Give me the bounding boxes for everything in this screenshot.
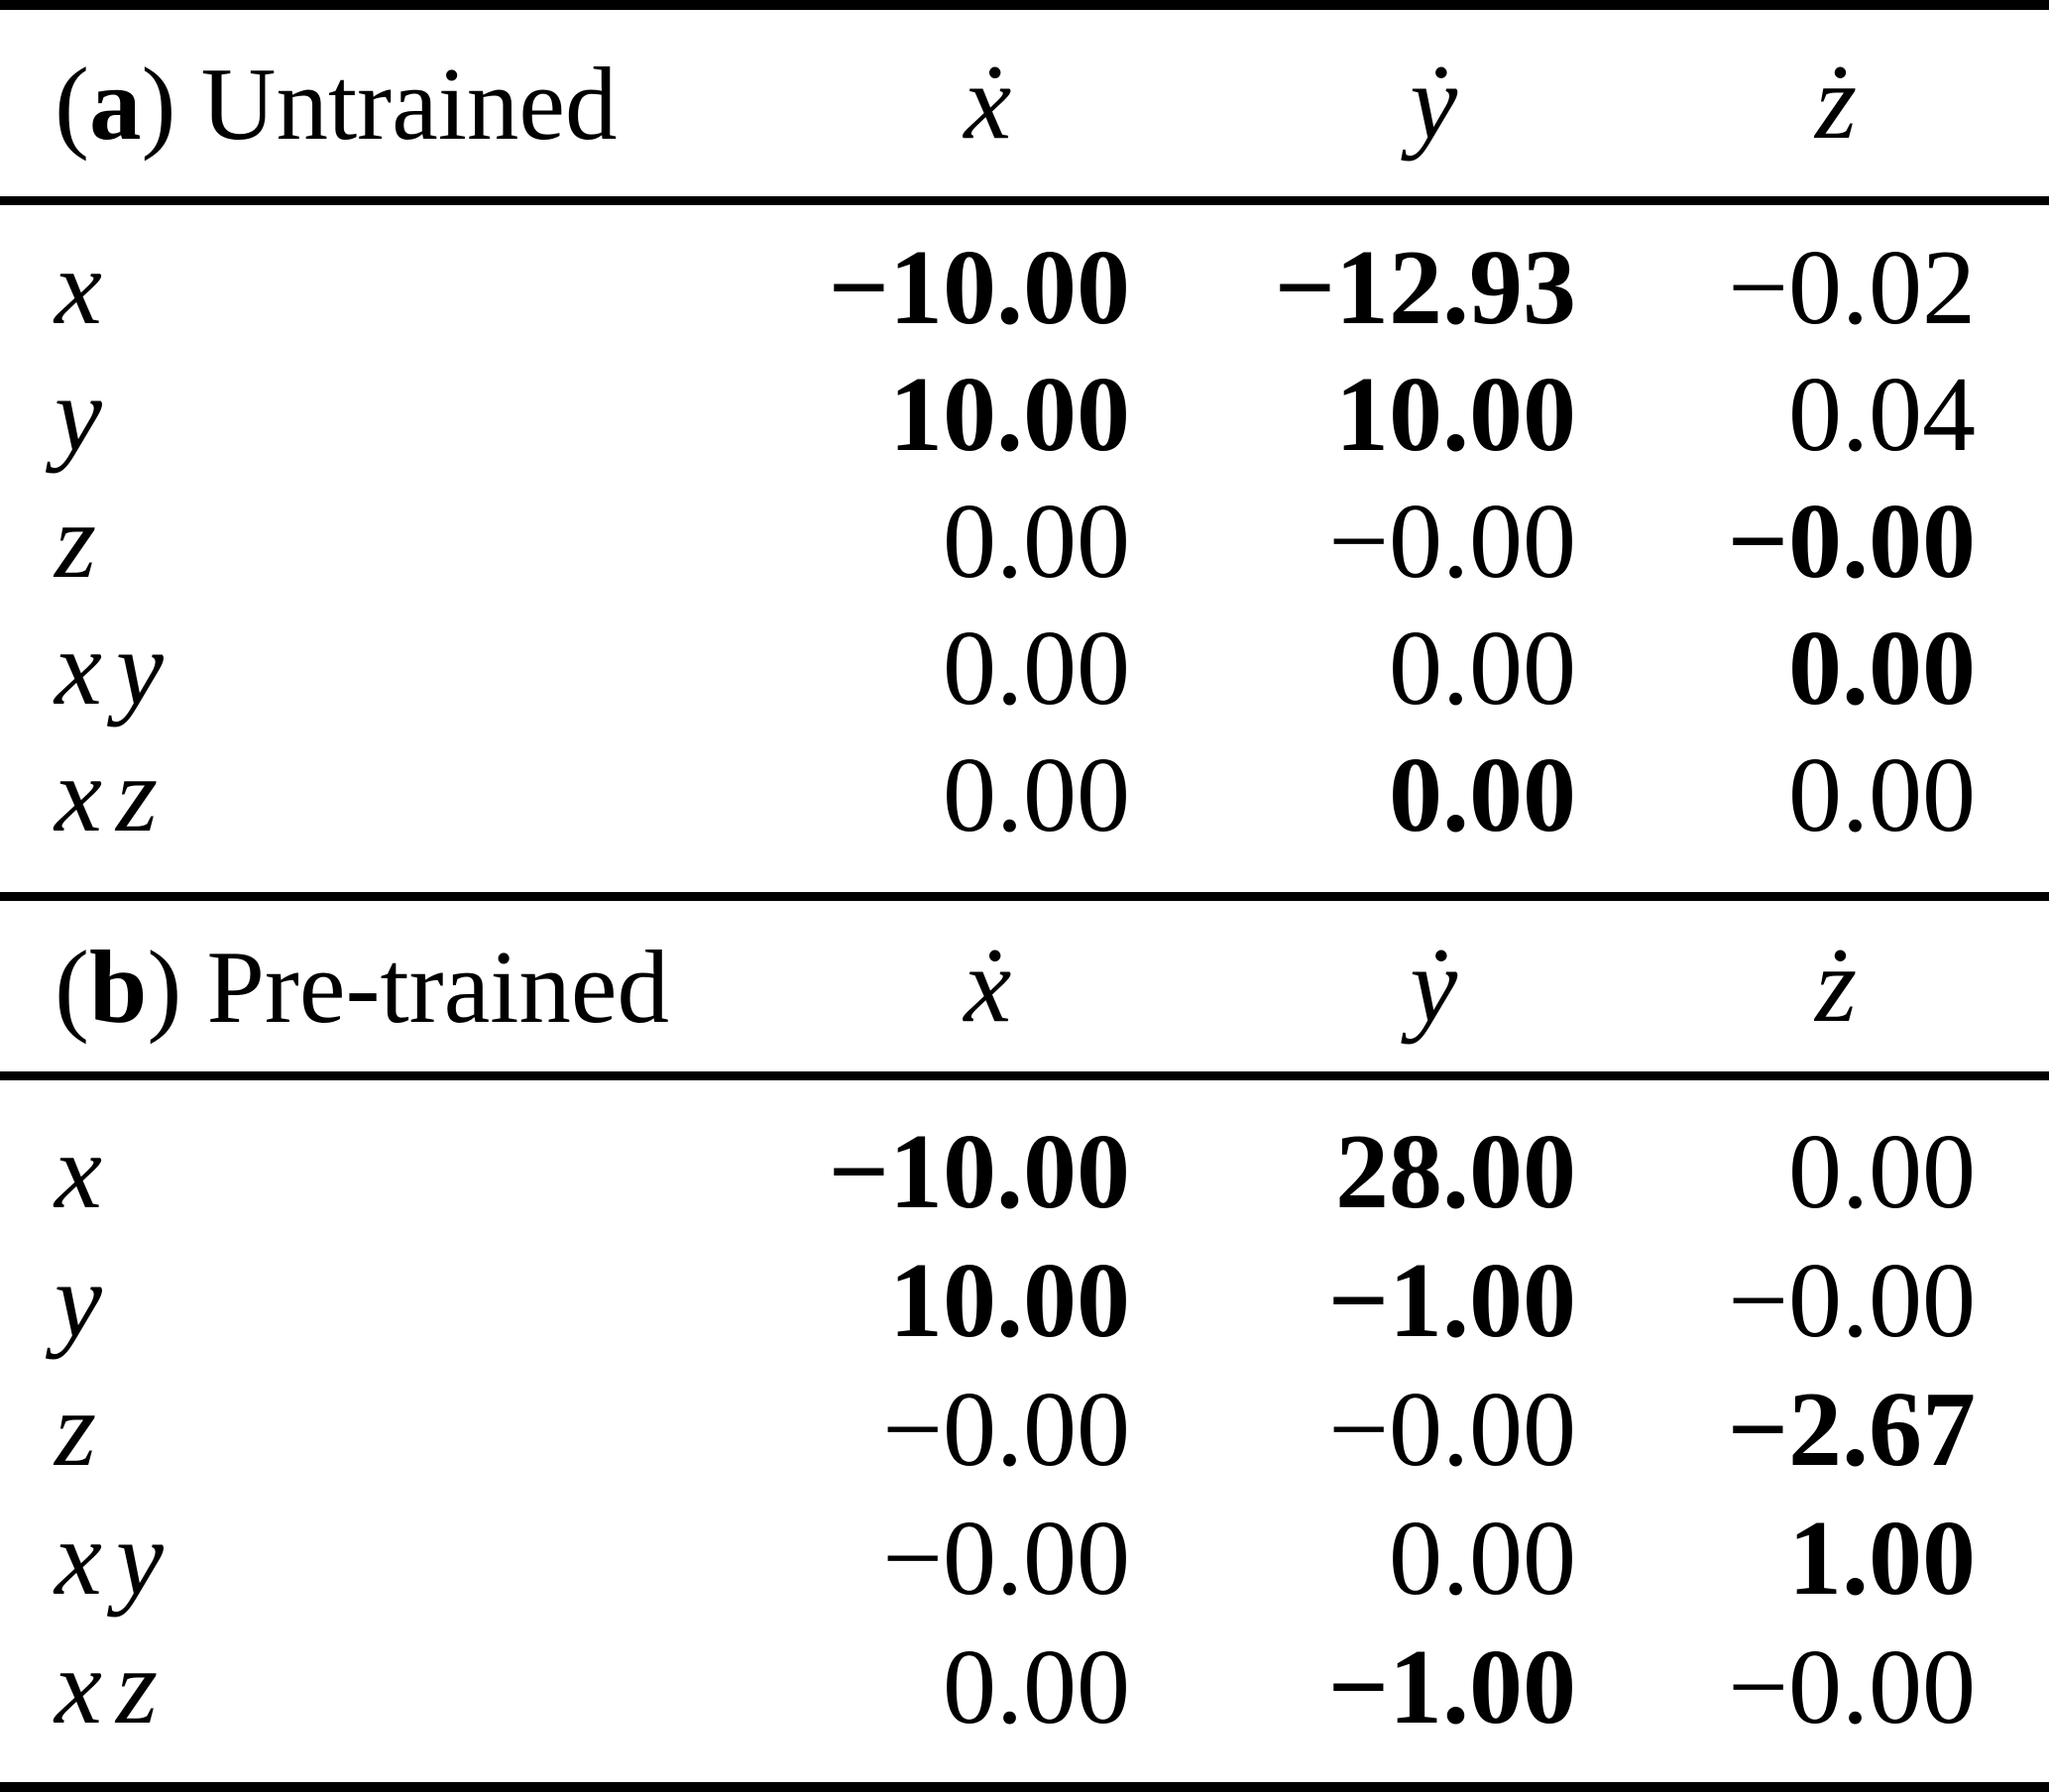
rule-b-header-bottom	[0, 1071, 2049, 1080]
table-row: xy 0.00 0.00 0.00	[0, 606, 2049, 732]
coefficient-value: −2.67	[1727, 1371, 1976, 1489]
term-label: xy	[55, 610, 177, 728]
rule-a-header-bottom	[0, 196, 2049, 205]
table-row: y 10.00 10.00 0.04	[0, 352, 2049, 479]
coefficient-value: 0.00	[943, 483, 1130, 601]
coefficient-value: −1.00	[1327, 1242, 1576, 1360]
table-b-caption: (b) Pre-trained	[55, 935, 669, 1039]
coefficient-value: −0.00	[882, 1500, 1130, 1618]
column-header-zdot: ż	[1814, 927, 1857, 1045]
term-label: z	[55, 1371, 111, 1489]
table-row: xy −0.00 0.00 1.00	[0, 1495, 2049, 1624]
table-row: x −10.00 28.00 0.00	[0, 1108, 2049, 1237]
coefficient-value: 0.04	[1788, 356, 1976, 474]
coefficient-value: −0.00	[1328, 483, 1576, 601]
term-label: x	[55, 1113, 116, 1231]
term-label: xz	[55, 1628, 172, 1746]
table-row: z −0.00 −0.00 −2.67	[0, 1366, 2049, 1495]
caption-paren-open: (	[55, 928, 89, 1045]
coefficient-value: 10.00	[1335, 356, 1576, 474]
coefficient-value: −10.00	[828, 1113, 1130, 1231]
caption-paren-open: (	[55, 45, 89, 162]
coefficient-value: 0.00	[1788, 610, 1976, 728]
term-label: xy	[55, 1500, 177, 1618]
coefficient-value: 28.00	[1335, 1113, 1576, 1231]
caption-paren-close: )	[147, 928, 182, 1045]
term-label: xz	[55, 736, 172, 854]
rule-bottom	[0, 1782, 2049, 1792]
coefficient-value: −0.00	[1328, 1371, 1576, 1489]
table-row: x −10.00 −12.93 −0.02	[0, 225, 2049, 352]
coefficient-value: −0.00	[1728, 1242, 1976, 1360]
term-label: x	[55, 229, 116, 347]
table-row: y 10.00 −1.00 −0.00	[0, 1237, 2049, 1366]
coefficient-value: 0.00	[1389, 1500, 1576, 1618]
term-label: y	[55, 356, 116, 474]
table-row: xz 0.00 −1.00 −0.00	[0, 1624, 2049, 1752]
column-header-ydot: ẏ	[1410, 44, 1457, 162]
table-b-body: x −10.00 28.00 0.00 y 10.00 −1.00 −0.00 …	[0, 1080, 2049, 1782]
caption-text: Untrained	[200, 45, 618, 162]
table-a-body: x −10.00 −12.93 −0.02 y 10.00 10.00 0.04…	[0, 205, 2049, 892]
table-a-caption: (a) Untrained	[55, 52, 617, 156]
table-row: xz 0.00 0.00 0.00	[0, 732, 2049, 859]
caption-marker: a	[88, 45, 142, 162]
table-row: z 0.00 −0.00 −0.00	[0, 479, 2049, 606]
coefficient-value: −12.93	[1274, 229, 1576, 347]
coefficient-value: 1.00	[1788, 1500, 1976, 1618]
coefficient-value: 0.00	[1788, 736, 1976, 854]
coefficient-value: 0.00	[1788, 1113, 1976, 1231]
coefficient-value: −0.00	[882, 1371, 1130, 1489]
coefficient-value: 0.00	[943, 1628, 1130, 1746]
rule-table-separator	[0, 892, 2049, 901]
term-label: z	[55, 483, 111, 601]
caption-marker: b	[88, 928, 148, 1045]
coefficient-value: 0.00	[1389, 610, 1576, 728]
column-header-xdot: ẋ	[964, 927, 1011, 1045]
coefficient-value: −10.00	[828, 229, 1130, 347]
coefficient-value: 10.00	[889, 356, 1130, 474]
coefficient-value: 10.00	[889, 1242, 1130, 1360]
coefficient-value: −1.00	[1327, 1628, 1576, 1746]
coefficient-value: 0.00	[943, 736, 1130, 854]
coefficient-value: −0.00	[1727, 483, 1976, 601]
caption-text: Pre-trained	[206, 928, 669, 1045]
coefficient-value: 0.00	[1389, 736, 1576, 854]
table-b-header-row: (b) Pre-trained ẋ ẏ ż	[0, 901, 2049, 1071]
term-label: y	[55, 1242, 116, 1360]
column-header-ydot: ẏ	[1410, 927, 1457, 1045]
column-header-zdot: ż	[1814, 44, 1857, 162]
rule-top	[0, 0, 2049, 10]
caption-paren-close: )	[141, 45, 176, 162]
coefficient-value: −0.02	[1728, 229, 1976, 347]
coefficient-value: −0.00	[1728, 1628, 1976, 1746]
coefficient-value: 0.00	[943, 610, 1130, 728]
column-header-xdot: ẋ	[964, 44, 1011, 162]
table-a-header-row: (a) Untrained ẋ ẏ ż	[0, 10, 2049, 196]
